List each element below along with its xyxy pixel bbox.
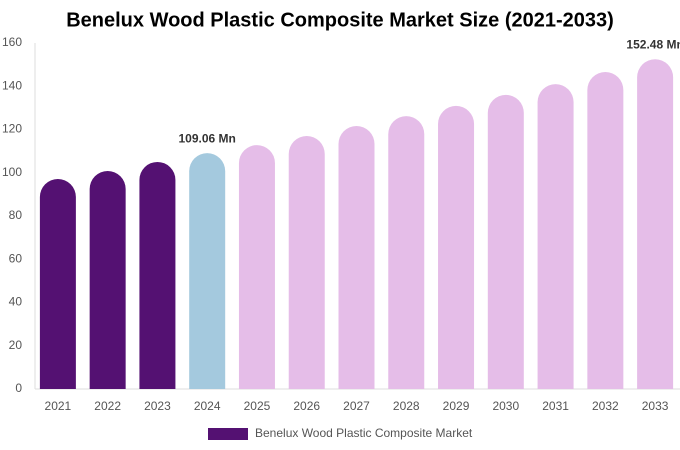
x-tick-label: 2021 bbox=[45, 399, 72, 413]
bar bbox=[487, 94, 524, 389]
x-tick-label: 2028 bbox=[393, 399, 420, 413]
bar bbox=[438, 105, 475, 390]
bar bbox=[587, 71, 624, 389]
chart-title: Benelux Wood Plastic Composite Market Si… bbox=[66, 9, 614, 31]
y-tick-label: 40 bbox=[9, 295, 23, 309]
y-tick-label: 0 bbox=[15, 381, 22, 395]
legend-label: Benelux Wood Plastic Composite Market bbox=[255, 426, 473, 440]
bar bbox=[139, 161, 176, 389]
x-tick-label: 2031 bbox=[542, 399, 569, 413]
y-tick-label: 80 bbox=[9, 208, 23, 222]
legend-swatch bbox=[208, 428, 248, 440]
x-tick-label: 2024 bbox=[194, 399, 221, 413]
bar bbox=[189, 153, 226, 389]
bar bbox=[39, 179, 76, 389]
y-tick-label: 20 bbox=[9, 338, 23, 352]
x-tick-label: 2023 bbox=[144, 399, 171, 413]
bar bbox=[238, 145, 275, 389]
value-label: 109.06 Mn bbox=[179, 131, 236, 145]
y-tick-label: 140 bbox=[2, 78, 22, 92]
y-tick-label: 60 bbox=[9, 251, 23, 265]
x-tick-label: 2029 bbox=[443, 399, 470, 413]
x-tick-label: 2025 bbox=[244, 399, 271, 413]
x-tick-label: 2026 bbox=[293, 399, 320, 413]
bar bbox=[537, 84, 574, 390]
y-tick-label: 120 bbox=[2, 122, 22, 136]
bar bbox=[637, 59, 674, 390]
y-tick-label: 100 bbox=[2, 165, 22, 179]
bar bbox=[288, 135, 325, 389]
bar bbox=[388, 116, 425, 390]
x-tick-label: 2027 bbox=[343, 399, 370, 413]
bar bbox=[89, 171, 126, 389]
value-label: 152.48 Mn bbox=[626, 37, 680, 51]
x-tick-label: 2033 bbox=[642, 399, 669, 413]
x-tick-label: 2032 bbox=[592, 399, 619, 413]
y-tick-label: 160 bbox=[2, 35, 22, 49]
x-tick-label: 2022 bbox=[94, 399, 121, 413]
bar bbox=[338, 126, 375, 390]
x-tick-label: 2030 bbox=[492, 399, 519, 413]
